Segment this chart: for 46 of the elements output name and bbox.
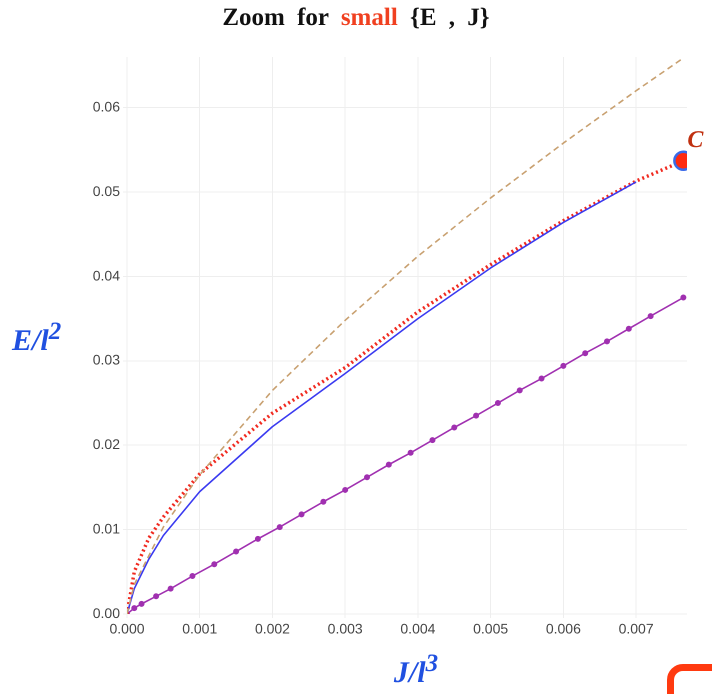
x-axis-title: J/l$^{3}$ <box>392 650 440 690</box>
annotation: C <box>687 127 704 154</box>
point <box>131 605 138 612</box>
point <box>604 338 610 344</box>
y-tick-label: 0.05 <box>92 182 120 199</box>
y-tick-label: 0.01 <box>92 520 120 536</box>
point <box>538 376 545 382</box>
y-axis-title: E/l$^{2}$ <box>12 318 62 358</box>
point <box>168 586 174 592</box>
y-tick-label: 0.04 <box>92 267 120 284</box>
x-tick-label: 0.004 <box>400 620 436 636</box>
point <box>233 548 240 555</box>
chart-title: Zoom for small {E , J} <box>222 4 490 31</box>
point <box>276 524 283 530</box>
point <box>429 437 436 444</box>
point <box>298 511 305 518</box>
point <box>516 387 523 394</box>
point <box>138 600 145 607</box>
x-tick-label: 0.007 <box>618 620 654 636</box>
point <box>560 362 566 369</box>
y-tick-label: 0.06 <box>92 98 120 114</box>
point <box>582 350 588 356</box>
x-tick-label: 0.000 <box>109 620 145 636</box>
point <box>626 326 632 332</box>
point <box>364 474 370 480</box>
point <box>386 462 392 468</box>
x-tick-label: 0.003 <box>328 620 363 636</box>
x-tick-label: 0.005 <box>473 620 508 636</box>
point <box>254 536 261 542</box>
x-tick-label: 0.001 <box>182 620 218 636</box>
y-tick-label: 0.02 <box>92 436 120 452</box>
point <box>451 424 458 430</box>
point <box>680 294 686 301</box>
point <box>408 450 414 456</box>
point <box>153 593 160 600</box>
point <box>648 313 654 320</box>
y-tick-label: 0.03 <box>92 352 120 368</box>
point <box>320 498 326 505</box>
x-tick-label: 0.006 <box>546 620 582 636</box>
point <box>473 412 480 419</box>
point <box>342 486 348 493</box>
x-tick-label: 0.002 <box>254 620 290 636</box>
point <box>211 561 218 568</box>
point <box>189 573 196 580</box>
point <box>494 400 501 406</box>
y-tick-label: 0.00 <box>92 604 120 621</box>
